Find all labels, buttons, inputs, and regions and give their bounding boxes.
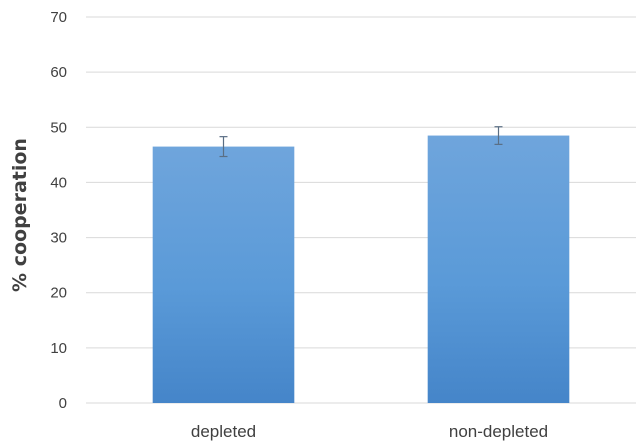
error-bars	[219, 126, 503, 158]
y-tick-label: 30	[50, 230, 67, 247]
bar-depleted	[152, 146, 295, 404]
y-tick-label: 0	[59, 395, 67, 412]
y-tick-label: 10	[50, 340, 67, 357]
bars	[152, 135, 570, 404]
y-tick-label: 70	[50, 9, 67, 26]
error-bar-non-depleted	[494, 126, 503, 145]
y-axis-title: % cooperation	[9, 138, 31, 292]
bar-non-depleted	[427, 135, 570, 404]
x-category-label: depleted	[191, 422, 256, 441]
y-axis-ticks: 0 10 20 30 40 50 60 70	[50, 9, 67, 412]
y-tick-label: 50	[50, 119, 67, 136]
error-bar-depleted	[219, 136, 228, 158]
y-tick-label: 20	[50, 285, 67, 302]
x-category-label: non-depleted	[449, 422, 548, 441]
y-tick-label: 40	[50, 174, 67, 191]
y-tick-label: 60	[50, 64, 67, 81]
x-axis-categories: depleted non-depleted	[191, 422, 548, 441]
